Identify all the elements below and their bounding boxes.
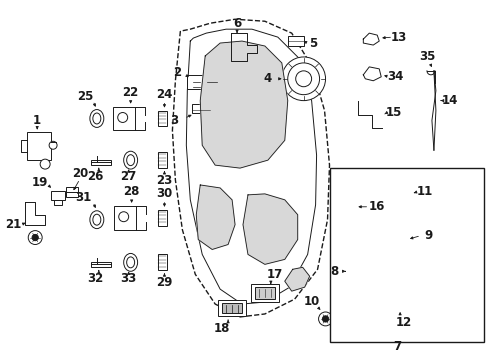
Bar <box>192 104 210 113</box>
Text: 26: 26 <box>86 170 103 183</box>
Text: 22: 22 <box>122 86 139 99</box>
Text: 8: 8 <box>330 265 338 278</box>
Bar <box>187 75 223 89</box>
Ellipse shape <box>90 109 103 127</box>
Circle shape <box>237 47 244 55</box>
Ellipse shape <box>93 214 101 225</box>
Ellipse shape <box>126 155 134 166</box>
Circle shape <box>119 212 128 222</box>
Ellipse shape <box>90 211 103 229</box>
Text: 19: 19 <box>32 176 48 189</box>
Bar <box>158 152 167 168</box>
Circle shape <box>385 186 392 194</box>
Text: 9: 9 <box>424 229 432 242</box>
Circle shape <box>32 234 38 241</box>
Ellipse shape <box>123 253 137 271</box>
Text: 35: 35 <box>418 50 434 63</box>
Polygon shape <box>196 185 235 249</box>
Text: 6: 6 <box>232 17 241 30</box>
Text: 17: 17 <box>266 268 283 281</box>
Text: 14: 14 <box>441 94 457 107</box>
Bar <box>329 168 483 342</box>
Bar <box>158 111 167 126</box>
Text: 20: 20 <box>72 167 88 180</box>
Text: 25: 25 <box>77 90 93 103</box>
Text: 28: 28 <box>123 185 140 198</box>
Text: 7: 7 <box>392 340 400 353</box>
Polygon shape <box>200 41 287 168</box>
Polygon shape <box>243 194 297 264</box>
Bar <box>218 300 245 316</box>
Circle shape <box>318 312 332 326</box>
Bar <box>158 210 167 226</box>
Circle shape <box>28 231 42 244</box>
Bar <box>91 160 111 165</box>
Circle shape <box>40 159 50 169</box>
Circle shape <box>386 231 395 240</box>
Text: 2: 2 <box>173 66 181 79</box>
Text: 12: 12 <box>395 316 411 329</box>
Circle shape <box>118 113 127 122</box>
Bar <box>379 182 398 198</box>
Text: 11: 11 <box>416 185 432 198</box>
Text: 4: 4 <box>263 72 271 85</box>
Bar <box>250 284 278 302</box>
Text: 10: 10 <box>303 294 319 307</box>
Text: 1: 1 <box>33 114 41 127</box>
Text: 23: 23 <box>156 174 172 186</box>
Bar <box>66 187 78 197</box>
Circle shape <box>49 141 57 149</box>
Bar <box>27 132 51 160</box>
Bar <box>222 303 242 313</box>
Bar <box>114 206 135 230</box>
Ellipse shape <box>123 151 137 169</box>
Text: 30: 30 <box>156 188 172 201</box>
Circle shape <box>287 63 319 95</box>
Bar <box>347 266 362 274</box>
Text: 31: 31 <box>75 192 91 204</box>
Text: 16: 16 <box>368 200 385 213</box>
Bar <box>51 191 65 200</box>
Text: 18: 18 <box>214 322 230 336</box>
Polygon shape <box>284 267 309 291</box>
Bar <box>254 287 274 299</box>
Bar <box>287 36 303 46</box>
Bar <box>113 107 134 130</box>
Text: 5: 5 <box>309 37 317 50</box>
Text: 27: 27 <box>120 170 137 183</box>
Text: 33: 33 <box>120 272 137 285</box>
Text: 34: 34 <box>386 70 403 83</box>
Bar <box>158 255 167 270</box>
Text: 15: 15 <box>385 106 402 119</box>
Text: 32: 32 <box>86 272 103 285</box>
Text: 13: 13 <box>390 31 407 44</box>
Text: 29: 29 <box>156 276 172 289</box>
Circle shape <box>281 57 325 100</box>
Circle shape <box>295 71 311 87</box>
Ellipse shape <box>93 113 101 124</box>
Text: 21: 21 <box>5 218 21 231</box>
Circle shape <box>351 269 357 275</box>
Bar <box>91 262 111 267</box>
Bar <box>54 200 62 205</box>
Circle shape <box>356 269 362 275</box>
Ellipse shape <box>126 257 134 268</box>
Circle shape <box>322 316 328 322</box>
Text: 3: 3 <box>170 114 178 127</box>
Bar <box>379 226 406 246</box>
Text: 24: 24 <box>156 88 172 101</box>
